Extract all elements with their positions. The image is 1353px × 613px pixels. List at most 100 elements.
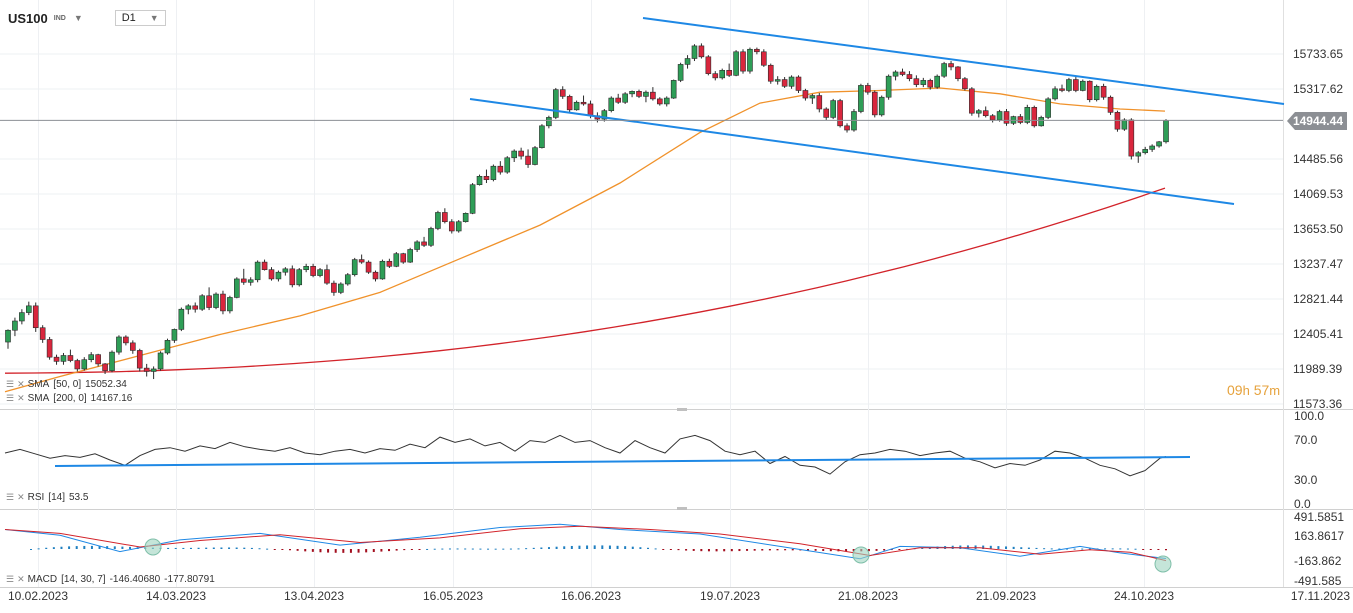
rsi-legend[interactable]: ☰ ✕ RSI [14] 53.5 [6,492,88,503]
macd-histogram-bar-negative [395,549,398,551]
macd-histogram-bar-negative [342,549,345,553]
candle-bullish [455,221,462,232]
macd-histogram-bar-positive [1073,548,1076,550]
candle-bearish [192,305,199,310]
candle-bullish [830,100,836,118]
candle-bullish [788,76,795,87]
macd-histogram-bar-positive [433,548,436,550]
candle-bearish [927,80,934,88]
candle-bearish [1017,116,1024,123]
macd-histogram-bar-negative [1142,549,1145,550]
sma50-line [4,87,1166,393]
candle-bullish [878,96,885,116]
macd-histogram-bar-positive [90,545,93,549]
macd-histogram-bar-negative [707,549,710,552]
close-icon[interactable]: ✕ [17,379,24,389]
candle-bullish [338,283,344,293]
macd-histogram-bar-positive [464,548,467,550]
candle-bearish [705,56,712,74]
macd-histogram-bar-positive [258,548,261,550]
macd-histogram-bar-positive [487,548,490,550]
candle-bullish [539,125,545,148]
close-icon[interactable]: ✕ [17,393,24,403]
candle-bearish [483,175,490,180]
candle-bearish [816,95,823,110]
macd-params: [14, 30, 7] [61,574,106,585]
timeframe-selector[interactable]: D1 ▼ [114,10,166,26]
macd-histogram-bar-positive [921,547,924,549]
candle-bullish [428,228,434,246]
macd-histogram-bar-positive [98,545,101,549]
symbol-label[interactable]: US100 [8,10,48,26]
candle-bullish [719,69,726,79]
candle-bullish [809,95,816,99]
macd-histogram-bar-positive [30,549,32,550]
macd-histogram-bar-positive [654,548,657,550]
candle-bullish [296,269,303,286]
candle-bearish [268,269,275,280]
candle-bearish [559,89,566,97]
date-tick-label: 10.02.2023 [8,589,68,603]
macd-tick-label: -163.862 [1294,554,1342,568]
macd-histogram-bar-negative [692,549,695,551]
candle-bullish [747,48,753,72]
candle-bearish [823,108,830,118]
candle-bullish [691,45,698,59]
candle-bullish [227,297,233,312]
sma50-legend[interactable]: ☰ ✕ SMA [50, 0] 15052.34 [6,379,127,390]
drag-handle-icon[interactable]: ☰ [6,393,14,403]
close-icon[interactable]: ✕ [17,574,24,584]
macd-histogram-bar-negative [768,549,771,551]
macd-crossover-marker [852,546,870,564]
candle-bullish [254,261,261,281]
macd-histogram-bar-negative [852,549,855,552]
macd-histogram-bar-positive [129,546,132,549]
candle-bearish [206,295,212,308]
candle-bullish [511,150,517,159]
macd-histogram-bar-positive [647,547,650,549]
channel-lower-line [469,98,1235,205]
candle-bullish [317,269,323,276]
close-icon[interactable]: ✕ [17,492,24,502]
macd-histogram-bar-positive [502,548,505,550]
candle-bearish [781,79,788,87]
macd-histogram-bar-negative [746,549,749,551]
macd-histogram-bar-positive [174,547,177,549]
macd-legend[interactable]: ☰ ✕ MACD [14, 30, 7] -146.40680 -177.807… [6,574,215,585]
macd-histogram-bar-positive [68,546,71,549]
candle-bearish [130,342,136,351]
candle-bearish [982,110,989,117]
symbol-dropdown-icon[interactable]: ▼ [73,13,83,23]
candle-bearish [32,305,39,329]
drag-handle-icon[interactable]: ☰ [6,492,14,502]
drag-handle-icon[interactable]: ☰ [6,574,14,584]
drag-handle-icon[interactable]: ☰ [6,379,14,389]
symbol-type-label: IND [53,14,66,22]
macd-histogram-bar-positive [639,547,642,549]
macd-histogram-bar-negative [822,549,825,551]
macd-signal-line [4,525,1167,562]
candle-bearish [837,100,843,127]
candle-bullish [1052,88,1058,100]
price-tick-label: 15317.62 [1293,82,1343,96]
macd-histogram-bar-positive [570,545,573,549]
candle-bearish [220,293,226,312]
macd-tick-label: -491.585 [1294,574,1342,588]
date-tick-label: 16.05.2023 [423,589,483,603]
date-tick-label: 21.09.2023 [976,589,1036,603]
candle-bearish [906,74,913,80]
candle-bullish [1149,145,1155,150]
macd-histogram-bar-positive [37,548,40,550]
sma200-legend[interactable]: ☰ ✕ SMA [200, 0] 14167.16 [6,393,132,404]
candle-bullish [552,89,559,118]
rsi-tick-label: 100.0 [1294,409,1324,423]
macd-histogram-bar-positive [182,547,185,549]
date-tick-label: 13.04.2023 [284,589,344,603]
macd-histogram-bar-negative [288,549,291,551]
candle-bullish [407,249,413,263]
candle-bearish [95,354,101,365]
macd-histogram-bar-positive [1104,548,1107,550]
candle-bearish [74,360,81,370]
candle-bearish [143,367,150,372]
